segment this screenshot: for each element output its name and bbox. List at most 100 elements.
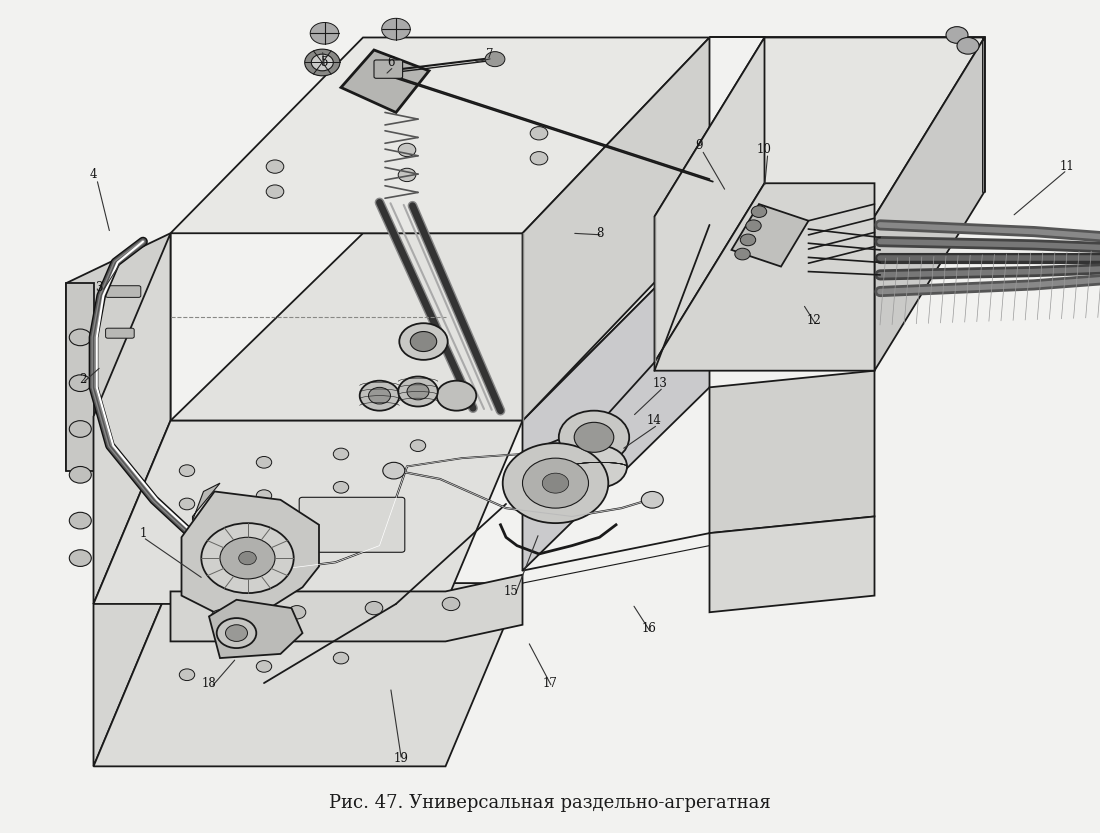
Text: 16: 16 [641,622,657,636]
Circle shape [226,625,248,641]
Circle shape [559,411,629,464]
Circle shape [179,669,195,681]
Circle shape [740,234,756,246]
Circle shape [735,248,750,260]
Text: 7: 7 [486,47,493,61]
Polygon shape [654,183,875,371]
FancyBboxPatch shape [106,286,141,297]
Polygon shape [522,233,710,571]
Text: 12: 12 [806,314,822,327]
Circle shape [957,37,979,54]
Circle shape [407,383,429,400]
Text: 8: 8 [596,227,603,240]
Polygon shape [341,50,429,112]
Polygon shape [170,37,710,233]
Circle shape [572,446,627,487]
Circle shape [333,481,349,493]
Circle shape [256,619,272,631]
Circle shape [256,456,272,468]
Circle shape [368,387,390,404]
Polygon shape [66,233,170,471]
Text: Рис. 47. Универсальная раздельно-агрегатная: Рис. 47. Универсальная раздельно-агрегат… [329,794,771,812]
Text: 9: 9 [695,139,702,152]
FancyBboxPatch shape [106,328,134,338]
Circle shape [530,152,548,165]
Circle shape [410,440,426,451]
Circle shape [256,661,272,672]
Circle shape [69,466,91,483]
Circle shape [266,160,284,173]
Circle shape [410,602,426,614]
Circle shape [503,443,608,523]
Polygon shape [94,583,522,766]
Circle shape [220,537,275,579]
Text: 11: 11 [1059,160,1075,173]
Circle shape [217,618,256,648]
Circle shape [266,185,284,198]
Text: 10: 10 [757,143,772,157]
Polygon shape [874,37,984,371]
Polygon shape [522,37,710,421]
Circle shape [311,54,333,71]
Circle shape [410,332,437,352]
Circle shape [310,22,339,44]
Circle shape [382,18,410,40]
Circle shape [746,220,761,232]
Circle shape [398,168,416,182]
Circle shape [946,27,968,43]
Polygon shape [94,233,170,604]
Circle shape [485,52,505,67]
Circle shape [437,381,476,411]
Text: 5: 5 [321,56,328,69]
Circle shape [305,49,340,76]
Circle shape [360,381,399,411]
Circle shape [211,610,229,623]
Text: 2: 2 [79,372,86,386]
Text: 4: 4 [90,168,97,182]
Circle shape [751,206,767,217]
Circle shape [365,601,383,615]
Circle shape [522,458,588,508]
Text: 18: 18 [201,676,217,690]
Polygon shape [710,371,874,533]
Text: 3: 3 [96,281,102,294]
Polygon shape [732,204,808,267]
Text: 15: 15 [504,585,519,598]
Polygon shape [66,283,94,471]
Circle shape [69,512,91,529]
Circle shape [69,421,91,437]
Circle shape [383,462,405,479]
Text: 17: 17 [542,676,558,690]
Circle shape [530,127,548,140]
Circle shape [399,323,448,360]
FancyBboxPatch shape [299,497,405,552]
Text: 13: 13 [652,377,668,390]
Circle shape [333,652,349,664]
Circle shape [69,550,91,566]
Circle shape [201,523,294,593]
Text: 6: 6 [387,56,394,69]
Polygon shape [182,491,319,612]
Circle shape [574,422,614,452]
Circle shape [256,490,272,501]
Circle shape [69,329,91,346]
FancyBboxPatch shape [374,60,403,78]
Circle shape [239,551,256,565]
Polygon shape [654,37,984,217]
Circle shape [179,498,195,510]
Circle shape [333,611,349,622]
Circle shape [69,375,91,392]
Text: 14: 14 [647,414,662,427]
Circle shape [398,377,438,407]
Circle shape [442,597,460,611]
Polygon shape [710,516,874,612]
Circle shape [542,473,569,493]
Circle shape [333,448,349,460]
Polygon shape [94,421,522,604]
Polygon shape [209,600,302,658]
Polygon shape [170,575,522,641]
Circle shape [641,491,663,508]
Polygon shape [192,483,220,521]
Polygon shape [170,233,710,421]
Circle shape [398,143,416,157]
